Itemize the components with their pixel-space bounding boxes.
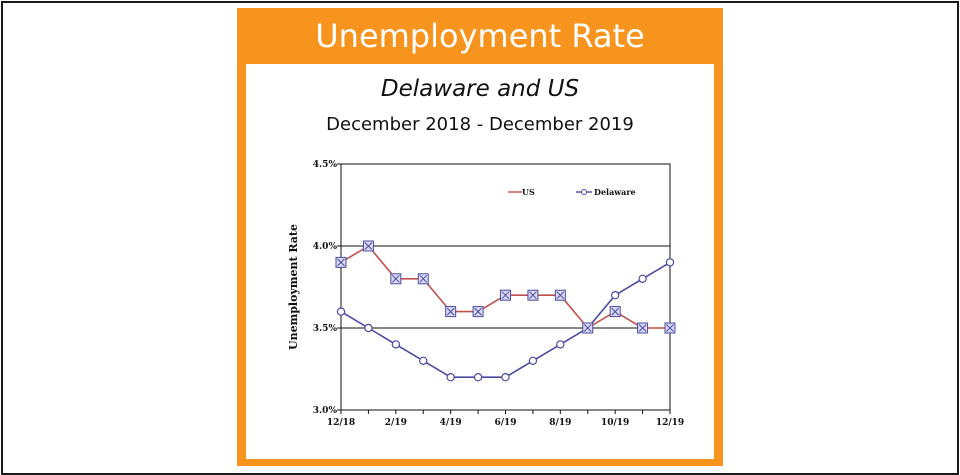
delaware-data-point xyxy=(610,290,620,300)
legend-us-label: US xyxy=(522,187,535,197)
x-tick-label: 6/19 xyxy=(494,418,516,428)
y-tick-label: 3.5% xyxy=(313,324,338,334)
us-marker-cross xyxy=(583,324,592,332)
x-tick-label: 4/19 xyxy=(440,418,462,428)
y-tick-label: 4.5% xyxy=(313,160,338,170)
us-marker-cross xyxy=(446,307,455,316)
us-marker-cross xyxy=(391,274,400,283)
us-marker-cross xyxy=(364,242,373,250)
card-title: Unemployment Rate xyxy=(315,17,645,55)
us-marker-cross xyxy=(556,291,565,300)
x-tick-label: 10/19 xyxy=(601,418,629,428)
us-marker-cross xyxy=(474,307,482,316)
us-marker-cross xyxy=(611,307,620,316)
line-chart: 3.0% 3.5% 4.0% 4.5% 12/18 2/19 4/19 6/19 8/19 10/… xyxy=(287,160,684,428)
legend-delaware-label: Delaware xyxy=(594,187,636,197)
us-marker-cross xyxy=(529,291,537,300)
us-marker-cross xyxy=(638,324,647,332)
delaware-data-point xyxy=(391,340,401,349)
x-tick-label: 12/19 xyxy=(656,418,684,428)
us-marker-cross xyxy=(501,291,510,300)
card-body: Delaware and US December 2018 - December… xyxy=(246,64,714,459)
legend-delaware-marker xyxy=(581,189,587,195)
us-marker-cross xyxy=(419,274,428,283)
delaware-data-point xyxy=(665,258,675,267)
delaware-data-point xyxy=(501,373,510,382)
delaware-data-point xyxy=(638,274,647,283)
us-marker-cross xyxy=(337,258,345,267)
chart-date-range: December 2018 - December 2019 xyxy=(326,114,634,135)
x-tick-label: 2/19 xyxy=(385,418,407,428)
delaware-data-point xyxy=(336,307,346,316)
delaware-data-point xyxy=(556,340,565,349)
y-tick-label: 4.0% xyxy=(313,242,338,252)
delaware-data-point xyxy=(528,356,538,365)
y-axis-label: Unemployment Rate xyxy=(287,224,300,350)
x-tick-label: 12/18 xyxy=(327,418,355,428)
chart-subtitle: Delaware and US xyxy=(380,76,580,102)
y-tick-label: 3.0% xyxy=(313,406,338,416)
delaware-data-point xyxy=(364,323,373,333)
chart-card: Unemployment Rate Delaware and US Decemb… xyxy=(237,8,723,466)
delaware-data-point xyxy=(419,356,428,365)
delaware-data-point xyxy=(446,373,455,382)
x-tick-label: 8/19 xyxy=(549,418,571,428)
us-marker-cross xyxy=(666,324,674,332)
delaware-data-point xyxy=(473,373,483,382)
